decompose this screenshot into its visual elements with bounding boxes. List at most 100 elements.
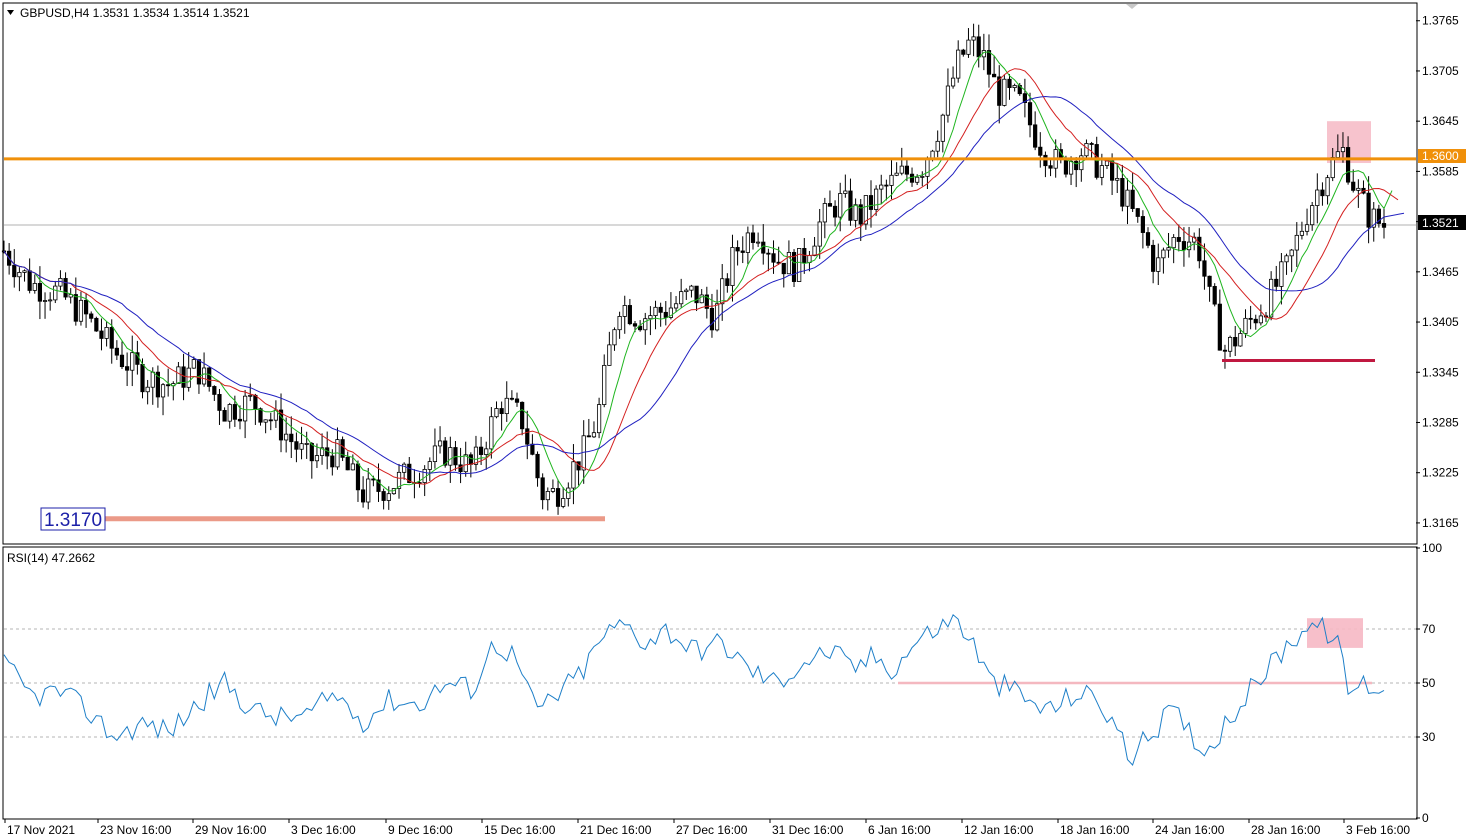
candle-bull bbox=[263, 419, 268, 423]
price-tick-label: 1.3225 bbox=[1422, 466, 1459, 480]
candle-bull bbox=[243, 395, 248, 422]
candle-bear bbox=[514, 398, 520, 403]
candle-bear bbox=[125, 366, 130, 371]
candle-bear bbox=[1074, 160, 1079, 171]
candle-bull bbox=[966, 39, 971, 55]
candle-bear bbox=[1248, 317, 1253, 320]
rsi-panel[interactable]: 100 70 50 30 0 RSI(14) 47.2662 bbox=[2, 541, 1442, 825]
candle-bear bbox=[37, 283, 43, 302]
candle-bear bbox=[848, 190, 853, 221]
candle-bull bbox=[248, 394, 253, 397]
candle-bull bbox=[227, 404, 232, 422]
candle-bear bbox=[658, 306, 663, 313]
candle-bear bbox=[627, 305, 632, 325]
candle-bear bbox=[253, 394, 258, 410]
candle-bear bbox=[771, 253, 776, 263]
candle-bull bbox=[1284, 255, 1289, 263]
candle-bull bbox=[191, 359, 196, 369]
price-panel-frame bbox=[2, 2, 1418, 545]
candle-bear bbox=[1089, 143, 1094, 145]
time-tick-label: 17 Nov 2021 bbox=[7, 823, 75, 837]
candle-bull bbox=[48, 299, 53, 302]
header-dropdown-icon[interactable] bbox=[7, 10, 14, 15]
current-price-tag: 1.3521 bbox=[1418, 215, 1466, 230]
candle-bear bbox=[155, 371, 161, 398]
candle-bull bbox=[1299, 230, 1305, 236]
candle-bear bbox=[1145, 232, 1151, 246]
candle-bull bbox=[786, 252, 792, 275]
candle-bull bbox=[920, 175, 925, 178]
rsi-tick-label: 30 bbox=[1422, 730, 1436, 744]
candle-bear bbox=[196, 359, 202, 385]
price-tick-label: 1.3765 bbox=[1422, 14, 1459, 28]
candle-bear bbox=[555, 488, 561, 507]
candle-bear bbox=[1048, 165, 1053, 169]
candle-bull bbox=[1269, 278, 1274, 318]
candle-bull bbox=[571, 461, 576, 489]
candle-bear bbox=[1027, 102, 1033, 126]
time-tick-label: 21 Dec 16:00 bbox=[580, 823, 652, 837]
candle-bull bbox=[145, 386, 150, 393]
time-tick-label: 3 Feb 16:00 bbox=[1346, 823, 1410, 837]
candle-bear bbox=[791, 252, 797, 282]
candle-bull bbox=[894, 172, 899, 176]
support-label-box bbox=[40, 507, 106, 531]
candle-bear bbox=[340, 439, 345, 458]
candle-bull bbox=[78, 299, 84, 322]
support-label-text: 1.3170 bbox=[44, 510, 102, 531]
candle-bear bbox=[376, 479, 381, 492]
time-tick-label: 6 Jan 16:00 bbox=[868, 823, 931, 837]
rsi-layer bbox=[3, 613, 1416, 766]
candle-bull bbox=[689, 285, 694, 291]
candle-bear bbox=[638, 325, 643, 331]
scroll-marker-icon[interactable] bbox=[1126, 4, 1138, 9]
candle-bull bbox=[1161, 249, 1166, 259]
candle-bear bbox=[83, 299, 89, 315]
time-tick-label: 28 Jan 16:00 bbox=[1251, 823, 1321, 837]
candle-bear bbox=[1366, 192, 1371, 228]
candle-bull bbox=[1335, 151, 1340, 158]
candle-bear bbox=[1320, 189, 1325, 197]
candle-bear bbox=[27, 270, 32, 291]
candle-bull bbox=[1340, 147, 1346, 153]
candle-bull bbox=[432, 445, 438, 463]
price-tick-label: 1.3405 bbox=[1422, 315, 1459, 329]
time-tick-label: 27 Dec 16:00 bbox=[676, 823, 748, 837]
time-tick-label: 24 Jan 16:00 bbox=[1155, 823, 1225, 837]
candle-bull bbox=[648, 315, 653, 320]
support-label: 1.3170 bbox=[40, 507, 106, 531]
candle-bear bbox=[222, 410, 227, 422]
candle-bull bbox=[591, 432, 597, 438]
candle-bull bbox=[1294, 234, 1299, 251]
candle-bull bbox=[494, 408, 499, 418]
candle-bear bbox=[868, 195, 874, 210]
price-tick-label: 1.3285 bbox=[1422, 415, 1459, 429]
candle-bull bbox=[1258, 315, 1263, 324]
candle-bear bbox=[499, 408, 504, 415]
candle-bear bbox=[1351, 181, 1356, 191]
candle-bear bbox=[119, 354, 125, 368]
moving-average-line bbox=[3, 68, 1399, 485]
candle-bear bbox=[381, 491, 386, 501]
candle-bull bbox=[160, 384, 166, 398]
candle-bull bbox=[950, 77, 956, 87]
candle-bear bbox=[94, 317, 99, 332]
candle-bear bbox=[63, 278, 68, 298]
candle-bull bbox=[1002, 78, 1007, 106]
candle-bear bbox=[355, 463, 361, 491]
candle-bear bbox=[961, 49, 966, 55]
price-axis: 1.37651.37051.36451.35851.35251.34651.34… bbox=[1416, 14, 1459, 530]
price-panel[interactable]: 1.37651.37051.36451.35851.35251.34651.34… bbox=[1, 2, 1466, 545]
candle-bear bbox=[1043, 154, 1048, 167]
candle-bull bbox=[545, 491, 550, 501]
candle-bear bbox=[884, 184, 889, 187]
candle-bull bbox=[822, 203, 827, 223]
candle-bull bbox=[930, 150, 935, 159]
candle-bear bbox=[766, 252, 771, 255]
candle-bull bbox=[1279, 261, 1284, 287]
candle-bear bbox=[525, 428, 530, 445]
candle-bull bbox=[1104, 160, 1110, 166]
candle-bull bbox=[1099, 165, 1104, 178]
candle-bull bbox=[797, 248, 802, 282]
candle-bear bbox=[1233, 336, 1238, 347]
